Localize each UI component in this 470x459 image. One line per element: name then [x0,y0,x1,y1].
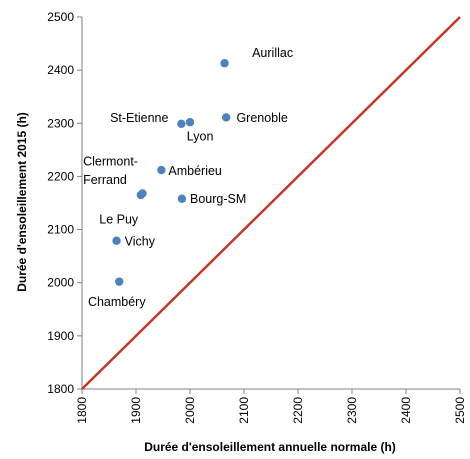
y-axis-label: Durée d'ensoleillement 2015 (h) [15,112,29,292]
x-tick-label: 2500 [453,397,467,424]
reference-line [81,16,461,390]
point-label: Grenoble [236,111,287,125]
data-point [115,277,124,286]
data-point [177,194,187,203]
x-tick-label: 2300 [345,397,359,424]
data-point [220,59,229,68]
data-points-layer [112,59,231,286]
y-tick-label: 1800 [47,382,74,396]
y-tick-label: 2200 [47,169,74,183]
point-label: Clermont- [83,154,138,168]
point-labels-layer: Aurillac St-Etienne Grenoble Lyon Clermont- F… [83,46,293,309]
y-tick-label: 2300 [47,116,74,130]
x-tick-label: 2000 [183,397,197,424]
x-tick-label: 2400 [399,397,413,424]
data-point [138,189,147,198]
x-axis-label: Durée d'ensoleillement annuelle normale … [144,440,396,454]
point-label: Lyon [187,129,214,143]
point-label: Chambéry [88,295,146,309]
reference-line-layer [81,16,461,390]
point-label: Vichy [125,235,156,249]
point-label: Ferrand [83,173,127,187]
x-tick-label: 2100 [237,397,251,424]
data-point [112,236,121,245]
y-tick-label: 1900 [47,329,74,343]
point-label: Le Puy [99,213,139,227]
data-point [185,118,195,127]
point-label: Ambérieu [168,164,222,178]
y-tick-label: 2000 [47,276,74,290]
data-point [177,119,186,129]
data-point [221,113,231,122]
point-label: Aurillac [252,46,293,60]
point-label: Bourg-SM [190,192,246,206]
y-tick-label: 2400 [47,63,74,77]
chart-axes: 1800 1900 2000 2100 2200 2300 2400 2500 1800 1900… [47,10,467,424]
x-tick-label: 1900 [129,397,143,424]
y-tick-label: 2500 [47,10,74,24]
x-tick-label: 2200 [291,397,305,424]
data-point [157,165,166,175]
x-tick-label: 1800 [75,397,89,424]
point-label: St-Etienne [110,111,168,125]
y-tick-label: 2100 [47,223,74,237]
